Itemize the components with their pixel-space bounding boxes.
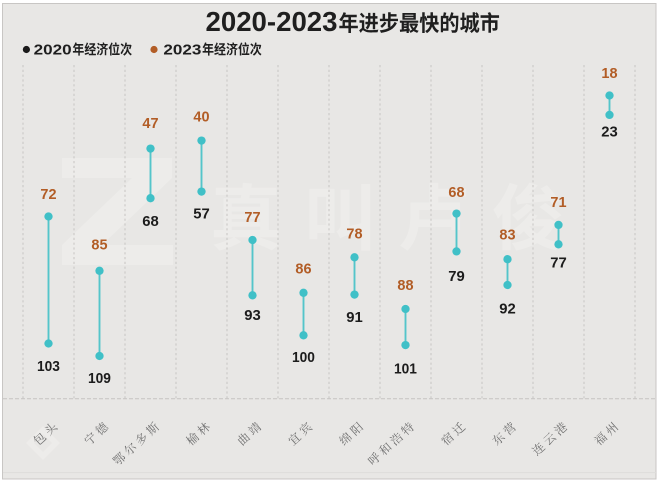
svg-text:77: 77 — [244, 210, 260, 226]
svg-text:2020-2023: 2020-2023 — [206, 6, 338, 37]
svg-text:93: 93 — [244, 307, 261, 324]
svg-text:100: 100 — [292, 349, 315, 366]
svg-text:57: 57 — [193, 206, 210, 223]
svg-text:2020: 2020 — [34, 42, 72, 58]
svg-text:86: 86 — [295, 261, 311, 277]
svg-text:83: 83 — [499, 228, 515, 244]
svg-text:40: 40 — [193, 109, 209, 125]
svg-text:79: 79 — [448, 268, 465, 285]
svg-text:47: 47 — [142, 116, 158, 132]
svg-text:88: 88 — [397, 278, 413, 294]
svg-text:72: 72 — [40, 187, 56, 203]
svg-text:68: 68 — [448, 185, 464, 201]
svg-text:91: 91 — [346, 309, 363, 326]
svg-text:23: 23 — [601, 124, 618, 141]
svg-text:2023: 2023 — [163, 42, 201, 58]
svg-text:78: 78 — [346, 226, 362, 242]
svg-text:18: 18 — [601, 66, 617, 82]
svg-text:92: 92 — [499, 301, 516, 318]
svg-text:109: 109 — [88, 370, 111, 387]
svg-text:77: 77 — [550, 255, 567, 272]
svg-text:68: 68 — [142, 213, 159, 230]
svg-text:103: 103 — [37, 358, 60, 375]
svg-text:85: 85 — [91, 238, 107, 254]
svg-text:101: 101 — [394, 360, 417, 377]
svg-text:71: 71 — [550, 195, 566, 211]
